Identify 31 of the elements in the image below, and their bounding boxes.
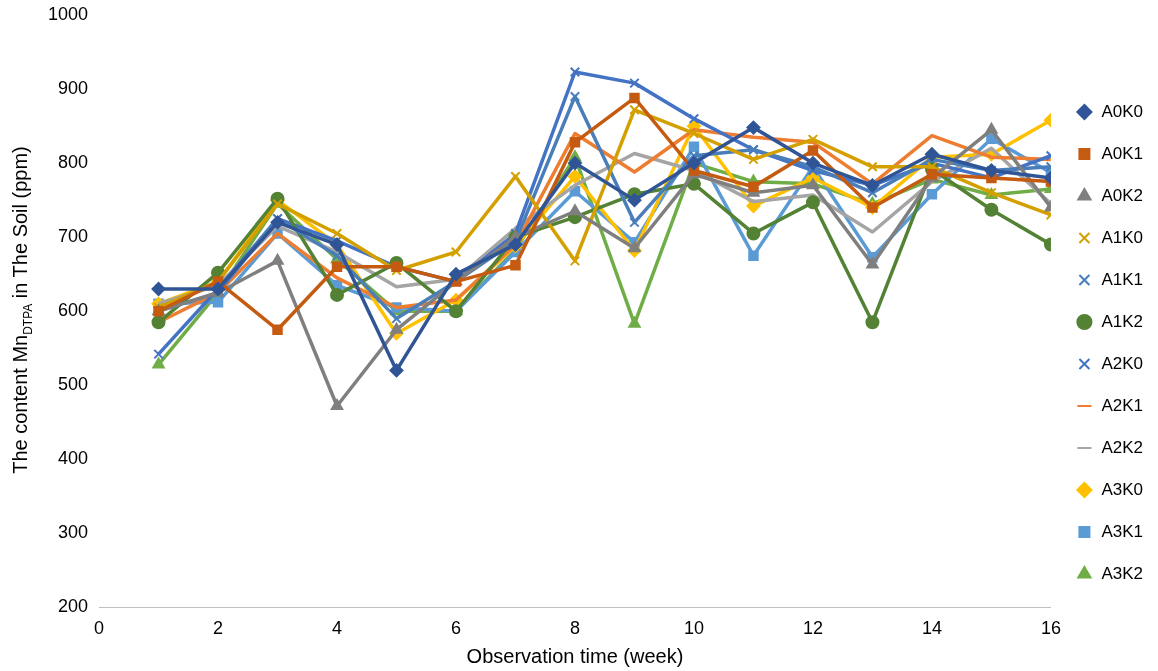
x-tick-label: 8: [569, 618, 580, 639]
x-tick-label: 4: [332, 618, 343, 639]
legend-label: A2K0: [1101, 353, 1144, 373]
legend-label: A0K1: [1101, 143, 1144, 163]
y-tick-label: 400: [58, 448, 89, 469]
y-tick-label: 500: [58, 374, 89, 395]
y-tick-label: 1000: [48, 3, 89, 24]
x-tick-label: 0: [94, 618, 105, 639]
y-tick-label: 600: [58, 300, 89, 321]
legend-label: A1K0: [1101, 227, 1144, 247]
legend-label: A2K2: [1101, 437, 1144, 457]
x-tick-label: 16: [1040, 618, 1061, 639]
legend-label: A3K2: [1101, 563, 1144, 583]
legend-label: A1K2: [1101, 311, 1144, 331]
legend-label: A0K0: [1101, 101, 1144, 121]
x-tick-label: 12: [802, 618, 823, 639]
legend-label: A3K0: [1101, 479, 1144, 499]
y-tick-label: 900: [58, 78, 89, 99]
legend-label: A0K2: [1101, 185, 1144, 205]
y-tick-label: 800: [58, 152, 89, 173]
x-tick-label: 10: [683, 618, 704, 639]
x-axis-title: Observation time (week): [466, 644, 684, 667]
x-tick-label: 14: [921, 618, 942, 639]
x-tick-label: 2: [213, 618, 224, 639]
y-tick-label: 300: [58, 522, 89, 543]
y-tick-label: 200: [58, 596, 89, 617]
legend-label: A2K1: [1101, 395, 1144, 415]
y-tick-label: 700: [58, 226, 89, 247]
legend-label: A1K1: [1101, 269, 1144, 289]
legend-label: A3K1: [1101, 521, 1144, 541]
x-tick-label: 6: [450, 618, 461, 639]
